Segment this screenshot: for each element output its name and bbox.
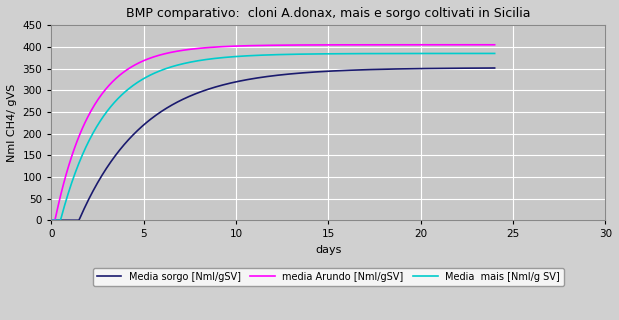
Legend: Media sorgo [Nml/gSV], media Arundo [Nml/gSV], Media  mais [Nml/g SV]: Media sorgo [Nml/gSV], media Arundo [Nml… — [93, 268, 564, 286]
Line: Media sorgo [Nml/gSV]: Media sorgo [Nml/gSV] — [51, 68, 495, 220]
media Arundo [Nml/gSV] — [258, 44, 266, 47]
media Arundo [Nml/gSV] — [480, 43, 488, 47]
Media sorgo [Nml/gSV] — [491, 66, 498, 70]
Media sorgo [Nml/gSV] — [411, 67, 418, 71]
Media sorgo [Nml/gSV] — [287, 72, 295, 76]
media Arundo [Nml/gSV] — [311, 43, 319, 47]
media Arundo [Nml/gSV] — [491, 43, 498, 47]
Line: media Arundo [Nml/gSV]: media Arundo [Nml/gSV] — [51, 45, 495, 220]
Media  mais [Nml/g SV] — [261, 53, 268, 57]
media Arundo [Nml/gSV] — [261, 44, 268, 47]
media Arundo [Nml/gSV] — [48, 218, 55, 222]
Media  mais [Nml/g SV] — [480, 52, 488, 55]
Media sorgo [Nml/gSV] — [261, 75, 268, 79]
Line: Media  mais [Nml/g SV]: Media mais [Nml/g SV] — [51, 53, 495, 220]
X-axis label: days: days — [315, 245, 342, 255]
Media sorgo [Nml/gSV] — [480, 66, 488, 70]
Media  mais [Nml/g SV] — [48, 218, 55, 222]
Media sorgo [Nml/gSV] — [311, 70, 319, 74]
Media sorgo [Nml/gSV] — [48, 218, 55, 222]
Media sorgo [Nml/gSV] — [258, 75, 266, 79]
Media  mais [Nml/g SV] — [287, 52, 295, 56]
Y-axis label: Nml CH4/ gVS: Nml CH4/ gVS — [7, 84, 17, 162]
Media  mais [Nml/g SV] — [411, 52, 418, 55]
Media  mais [Nml/g SV] — [258, 53, 266, 57]
media Arundo [Nml/gSV] — [287, 43, 295, 47]
Media  mais [Nml/g SV] — [491, 52, 498, 55]
Title: BMP comparativo:  cloni A.donax, mais e sorgo coltivati in Sicilia: BMP comparativo: cloni A.donax, mais e s… — [126, 7, 530, 20]
media Arundo [Nml/gSV] — [411, 43, 418, 47]
Media  mais [Nml/g SV] — [311, 52, 319, 56]
